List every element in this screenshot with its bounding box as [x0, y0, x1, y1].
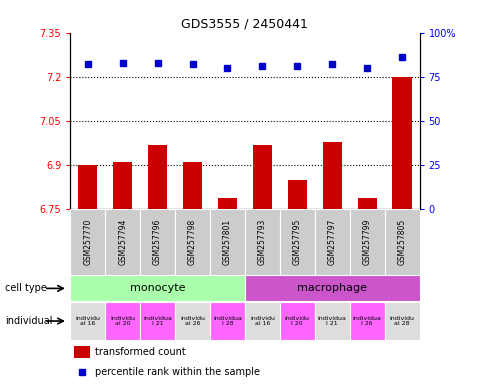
Bar — [244, 209, 279, 275]
Bar — [287, 180, 306, 384]
Text: cell type: cell type — [5, 283, 46, 293]
Bar — [113, 162, 132, 384]
Text: macrophage: macrophage — [297, 283, 366, 293]
Bar — [349, 302, 384, 340]
Text: GSM257805: GSM257805 — [397, 219, 406, 265]
Text: individu
al 28: individu al 28 — [389, 316, 414, 326]
Title: GDS3555 / 2450441: GDS3555 / 2450441 — [181, 17, 308, 30]
Text: GSM257801: GSM257801 — [223, 219, 231, 265]
Bar — [279, 302, 314, 340]
Bar — [314, 209, 349, 275]
Bar — [392, 77, 411, 384]
Bar — [279, 209, 314, 275]
Bar — [357, 197, 376, 384]
Text: transformed count: transformed count — [94, 347, 185, 357]
Text: individual: individual — [5, 316, 52, 326]
Bar — [105, 302, 140, 340]
Bar — [384, 302, 419, 340]
Bar — [70, 302, 105, 340]
Text: individua
l 21: individua l 21 — [143, 316, 172, 326]
Text: individua
l 26: individua l 26 — [352, 316, 381, 326]
Text: GSM257796: GSM257796 — [153, 219, 162, 265]
Text: GSM257799: GSM257799 — [362, 219, 371, 265]
Bar — [314, 302, 349, 340]
Bar — [384, 209, 419, 275]
Text: GSM257793: GSM257793 — [257, 219, 266, 265]
Text: individu
l 20: individu l 20 — [284, 316, 309, 326]
Text: monocyte: monocyte — [130, 283, 185, 293]
Bar — [148, 144, 167, 384]
Text: individua
l 21: individua l 21 — [317, 316, 346, 326]
Bar — [217, 197, 237, 384]
Bar — [74, 346, 90, 358]
Bar — [175, 302, 210, 340]
Bar — [70, 209, 105, 275]
Text: percentile rank within the sample: percentile rank within the sample — [94, 367, 259, 377]
Bar — [322, 142, 341, 384]
Bar — [140, 302, 175, 340]
Bar — [140, 209, 175, 275]
Bar — [175, 209, 210, 275]
Bar — [182, 162, 202, 384]
Bar — [78, 165, 97, 384]
Text: individu
al 16: individu al 16 — [249, 316, 274, 326]
Bar — [244, 302, 279, 340]
Bar — [105, 209, 140, 275]
Text: individu
al 20: individu al 20 — [110, 316, 135, 326]
Bar — [252, 144, 272, 384]
Text: GSM257797: GSM257797 — [327, 219, 336, 265]
Text: individua
l 28: individua l 28 — [212, 316, 242, 326]
Text: individu
al 16: individu al 16 — [75, 316, 100, 326]
Text: individu
al 26: individu al 26 — [180, 316, 205, 326]
Text: GSM257795: GSM257795 — [292, 219, 301, 265]
Bar — [210, 302, 244, 340]
Text: GSM257794: GSM257794 — [118, 219, 127, 265]
Text: GSM257798: GSM257798 — [188, 219, 197, 265]
Bar — [70, 275, 244, 301]
Bar — [349, 209, 384, 275]
Bar — [210, 209, 244, 275]
Text: GSM257770: GSM257770 — [83, 219, 92, 265]
Bar — [244, 275, 419, 301]
